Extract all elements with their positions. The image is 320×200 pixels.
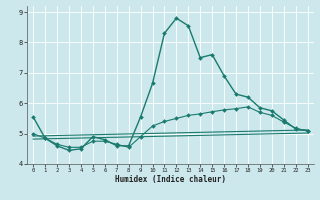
X-axis label: Humidex (Indice chaleur): Humidex (Indice chaleur) [115,175,226,184]
